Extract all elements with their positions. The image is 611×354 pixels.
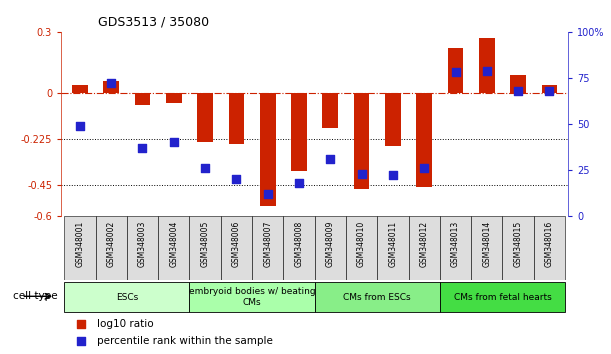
Bar — [189, 216, 221, 280]
Bar — [440, 216, 471, 280]
Bar — [440, 282, 565, 312]
Bar — [197, 93, 213, 142]
Text: CMs from ESCs: CMs from ESCs — [343, 293, 411, 302]
Point — [75, 123, 85, 129]
Text: GSM348002: GSM348002 — [107, 221, 115, 267]
Bar — [315, 216, 346, 280]
Text: GSM348015: GSM348015 — [514, 221, 522, 267]
Point — [200, 165, 210, 171]
Text: cell type: cell type — [13, 291, 58, 301]
Bar — [417, 93, 432, 187]
Bar — [471, 216, 502, 280]
Point — [357, 171, 367, 176]
Bar — [315, 282, 440, 312]
Text: GDS3513 / 35080: GDS3513 / 35080 — [98, 15, 209, 28]
Text: GSM348004: GSM348004 — [169, 221, 178, 267]
Bar — [502, 216, 534, 280]
Bar — [64, 216, 95, 280]
Bar — [64, 282, 189, 312]
Bar — [385, 93, 401, 147]
Point — [326, 156, 335, 162]
Text: GSM348008: GSM348008 — [295, 221, 304, 267]
Text: GSM348009: GSM348009 — [326, 221, 335, 267]
Bar — [229, 93, 244, 144]
Bar — [127, 216, 158, 280]
Text: GSM348005: GSM348005 — [200, 221, 210, 267]
Point — [76, 338, 86, 343]
Point — [544, 88, 554, 93]
Text: GSM348016: GSM348016 — [545, 221, 554, 267]
Point — [106, 81, 116, 86]
Bar — [323, 93, 338, 128]
Text: embryoid bodies w/ beating
CMs: embryoid bodies w/ beating CMs — [189, 287, 315, 307]
Text: percentile rank within the sample: percentile rank within the sample — [97, 336, 273, 346]
Text: GSM348006: GSM348006 — [232, 221, 241, 267]
Bar — [510, 75, 526, 93]
Bar — [541, 85, 557, 93]
Text: GSM348003: GSM348003 — [138, 221, 147, 267]
Point — [451, 69, 461, 75]
Bar — [95, 216, 127, 280]
Point — [294, 180, 304, 185]
Bar — [158, 216, 189, 280]
Bar — [377, 216, 409, 280]
Bar — [354, 93, 370, 189]
Bar — [166, 93, 181, 103]
Text: log10 ratio: log10 ratio — [97, 319, 153, 329]
Point — [513, 88, 523, 93]
Bar — [260, 93, 276, 206]
Text: GSM348007: GSM348007 — [263, 221, 273, 267]
Bar — [409, 216, 440, 280]
Bar — [189, 282, 315, 312]
Bar — [291, 93, 307, 171]
Bar — [72, 85, 88, 93]
Point — [137, 145, 147, 151]
Text: GSM348012: GSM348012 — [420, 221, 429, 267]
Text: ESCs: ESCs — [115, 293, 138, 302]
Point — [419, 165, 429, 171]
Point — [263, 191, 273, 197]
Bar — [479, 38, 495, 93]
Bar — [284, 216, 315, 280]
Point — [482, 68, 492, 73]
Point — [232, 176, 241, 182]
Text: CMs from fetal hearts: CMs from fetal hearts — [453, 293, 551, 302]
Bar — [221, 216, 252, 280]
Bar — [346, 216, 377, 280]
Bar — [103, 81, 119, 93]
Text: GSM348010: GSM348010 — [357, 221, 366, 267]
Point — [388, 173, 398, 178]
Bar — [134, 93, 150, 105]
Point — [169, 139, 178, 145]
Bar — [448, 48, 463, 93]
Text: GSM348014: GSM348014 — [482, 221, 491, 267]
Text: GSM348001: GSM348001 — [75, 221, 84, 267]
Bar — [252, 216, 284, 280]
Bar — [534, 216, 565, 280]
Text: GSM348011: GSM348011 — [389, 221, 397, 267]
Text: GSM348013: GSM348013 — [451, 221, 460, 267]
Point — [76, 321, 86, 327]
